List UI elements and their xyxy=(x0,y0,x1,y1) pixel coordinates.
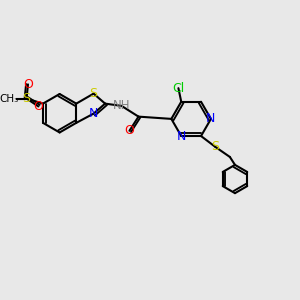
Text: S: S xyxy=(211,140,219,153)
Text: NH: NH xyxy=(113,99,130,112)
Text: O: O xyxy=(23,78,33,91)
Text: O: O xyxy=(34,100,44,113)
Text: O: O xyxy=(124,124,134,137)
Text: Cl: Cl xyxy=(172,82,184,95)
Text: N: N xyxy=(176,130,186,142)
Text: S: S xyxy=(90,87,98,100)
Text: CH₃: CH₃ xyxy=(0,94,19,103)
Text: N: N xyxy=(89,107,98,120)
Text: N: N xyxy=(206,112,216,125)
Text: S: S xyxy=(22,92,31,105)
